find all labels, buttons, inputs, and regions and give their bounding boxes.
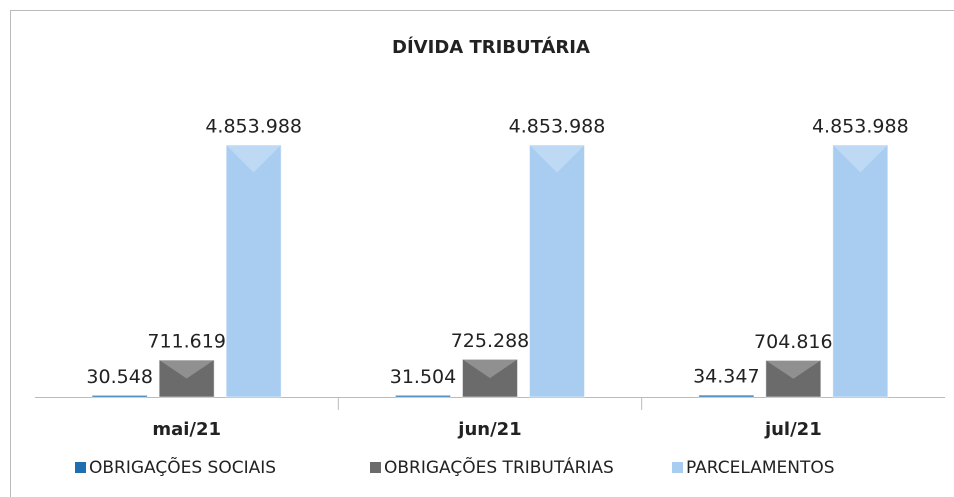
bar	[395, 394, 451, 398]
bar-bevel	[159, 360, 215, 379]
legend-label: PARCELAMENTOS	[686, 458, 835, 478]
bar-bevel	[529, 145, 585, 173]
bar	[225, 144, 282, 398]
legend-swatch	[672, 462, 683, 473]
bar	[698, 394, 755, 398]
data-label: 4.853.988	[812, 116, 909, 138]
bar	[462, 358, 518, 398]
data-label: 725.288	[451, 330, 530, 352]
legend-label: OBRIGAÇÕES TRIBUTÁRIAS	[384, 456, 614, 478]
bar-bevel	[765, 360, 821, 379]
data-label: 711.619	[147, 331, 226, 353]
data-label: 31.504	[390, 366, 456, 388]
bar	[529, 144, 585, 398]
bar	[832, 144, 889, 398]
x-tick-label: jul/21	[764, 419, 822, 440]
chart-title: DÍVIDA TRIBUTÁRIA	[392, 36, 590, 58]
bar	[765, 359, 822, 398]
bar-bevel	[226, 145, 282, 173]
x-tick-label: jun/21	[457, 419, 521, 440]
data-label: 4.853.988	[509, 116, 606, 138]
data-label: 30.548	[86, 366, 152, 388]
data-label: 704.816	[754, 331, 833, 353]
x-tick-label: mai/21	[152, 419, 221, 440]
bar-bevel	[832, 145, 888, 173]
bar	[91, 394, 148, 398]
bar	[158, 359, 215, 398]
legend-swatch	[370, 462, 381, 473]
data-label: 34.347	[693, 366, 759, 388]
legend-swatch	[75, 462, 86, 473]
bar-bevel	[462, 359, 518, 379]
legend-label: OBRIGAÇÕES SOCIAIS	[89, 456, 276, 478]
data-label: 4.853.988	[205, 116, 302, 138]
